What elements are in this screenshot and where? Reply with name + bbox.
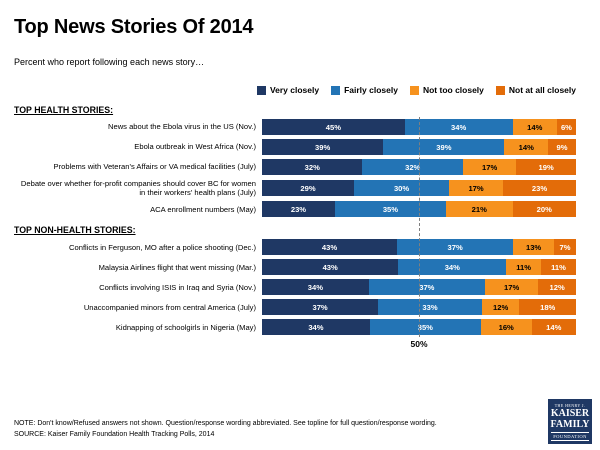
bar-segment: 45% <box>262 119 405 135</box>
stacked-bar: 29% 30% 17% 23% <box>262 180 576 197</box>
legend-label: Not too closely <box>422 85 484 95</box>
row-label: Unaccompanied minors from central Americ… <box>83 302 256 312</box>
legend: Very closely Fairly closely Not too closel… <box>14 85 576 95</box>
bar-segment: 6% <box>556 119 576 135</box>
chart-subtitle: Percent who report following each news s… <box>14 57 205 67</box>
chart-row: Malaysia Airlines flight that went missi… <box>14 259 576 276</box>
chart-row: ACA enrollment numbers (May) 23% 35% 21% 20% <box>14 201 576 218</box>
kff-logo: THE HENRY J. KAISER FAMILY FOUNDATION <box>548 399 592 444</box>
reference-line-50pct <box>419 117 420 338</box>
row-label: Malaysia Airlines flight that went missi… <box>98 262 256 272</box>
footnotes: NOTE: Don't know/Refused answers not sho… <box>14 419 534 440</box>
bar-segment: 43% <box>262 259 399 276</box>
stacked-bar-chart: TOP HEALTH STORIES: News about the Ebola … <box>14 105 576 349</box>
bar-segment: 13% <box>513 239 554 256</box>
logo-text-henry: THE HENRY J. <box>554 403 586 408</box>
reference-line-label: 50% <box>410 339 428 350</box>
chart-row: Problems with Veteran's Affairs or VA me… <box>14 159 576 175</box>
chart-row: Ebola outbreak in West Africa (Nov.) 39% 3… <box>14 139 576 155</box>
row-label: Problems with Veteran's Affairs or VA me… <box>53 162 256 172</box>
stacked-bar: 32% 32% 17% 19% <box>262 159 576 175</box>
bar-segment: 29% <box>262 180 354 197</box>
bar-segment: 37% <box>262 299 379 316</box>
legend-item: Fairly closely <box>331 85 398 95</box>
chart-row: Unaccompanied minors from central Americ… <box>14 299 576 316</box>
bar-segment: 9% <box>547 139 576 155</box>
bar-segment: 33% <box>378 299 482 316</box>
bar-segment: 39% <box>383 139 505 155</box>
logo-text-kaiser: KAISER <box>550 408 590 419</box>
legend-label: Very closely <box>269 85 320 95</box>
stacked-bar: 43% 34% 11% 11% <box>262 259 576 276</box>
bar-segment: 34% <box>398 259 507 276</box>
bar-segment: 34% <box>262 279 369 296</box>
bar-segment: 11% <box>541 259 576 276</box>
bar-segment: 35% <box>334 201 446 218</box>
row-label: Conflicts involving ISIS in Iraq and Syr… <box>99 282 256 292</box>
bar-segment: 37% <box>397 239 514 256</box>
chart-row: Conflicts involving ISIS in Iraq and Syr… <box>14 279 576 296</box>
bar-segment: 12% <box>481 299 520 316</box>
row-label: Debate over whether for-profit companies… <box>20 179 256 198</box>
chart-row: Kidnapping of schoolgirls in Nigeria (Ma… <box>14 319 576 336</box>
stacked-bar: 45% 34% 14% 6% <box>262 119 576 135</box>
section-header: TOP NON-HEALTH STORIES: <box>14 225 136 236</box>
row-label: ACA enrollment numbers (May) <box>150 204 256 214</box>
bar-segment: 32% <box>362 159 463 175</box>
chart-row: Debate over whether for-profit companies… <box>14 179 576 197</box>
stacked-bar: 39% 39% 14% 9% <box>262 139 576 155</box>
bar-segment: 23% <box>262 201 335 218</box>
legend-item: Not too closely <box>409 85 484 95</box>
bar-segment: 43% <box>262 239 398 256</box>
bar-segment: 7% <box>554 239 576 256</box>
bar-segment: 34% <box>404 119 513 135</box>
row-label: Kidnapping of schoolgirls in Nigeria (Ma… <box>115 322 256 332</box>
bar-segment: 18% <box>519 299 576 316</box>
bar-segment: 34% <box>262 319 370 336</box>
stacked-bar: 34% 37% 17% 12% <box>262 279 576 296</box>
legend-label: Fairly closely <box>344 85 398 95</box>
bar-segment: 16% <box>480 319 532 336</box>
page-title: Top News Stories Of 2014 <box>14 16 254 38</box>
legend-item: Not at all closely <box>495 85 576 95</box>
bar-segment: 11% <box>506 259 542 276</box>
bar-segment: 32% <box>262 159 363 175</box>
stacked-bar: 37% 33% 12% 18% <box>262 299 576 316</box>
chart-row: News about the Ebola virus in the US (No… <box>14 119 576 135</box>
source-line: SOURCE: Kaiser Family Foundation Health … <box>14 430 215 438</box>
bar-segment: 17% <box>462 159 517 175</box>
row-label: Ebola outbreak in West Africa (Nov.) <box>134 142 256 152</box>
stacked-bar: 23% 35% 21% 20% <box>262 201 576 218</box>
legend-item: Very closely <box>256 85 320 95</box>
bar-segment: 35% <box>369 319 481 336</box>
bar-segment: 20% <box>512 201 576 218</box>
bar-segment: 14% <box>504 139 548 155</box>
bar-segment: 14% <box>512 119 557 135</box>
bar-segment: 21% <box>445 201 513 218</box>
bar-segment: 30% <box>353 180 450 197</box>
legend-swatch <box>256 85 266 95</box>
bar-segment: 19% <box>516 159 576 175</box>
row-label: Conflicts in Ferguson, MO after a police… <box>69 242 256 252</box>
legend-label: Not at all closely <box>508 85 576 95</box>
bar-segment: 37% <box>368 279 485 296</box>
logo-text-family: FAMILY <box>550 418 590 430</box>
stacked-bar: 43% 37% 13% 7% <box>262 239 576 256</box>
legend-swatch <box>409 85 419 95</box>
bar-segment: 14% <box>531 319 576 336</box>
section-header: TOP HEALTH STORIES: <box>14 105 114 115</box>
bar-segment: 17% <box>484 279 539 296</box>
bar-segment: 17% <box>449 180 504 197</box>
chart-row: Conflicts in Ferguson, MO after a police… <box>14 239 576 256</box>
legend-swatch <box>495 85 505 95</box>
bar-segment: 39% <box>262 139 384 155</box>
legend-swatch <box>331 85 341 95</box>
stacked-bar: 34% 35% 16% 14% <box>262 319 576 336</box>
bar-segment: 12% <box>538 279 576 296</box>
note-line: NOTE: Don't know/Refused answers not sho… <box>14 420 437 427</box>
logo-text-foundation: FOUNDATION <box>551 432 589 441</box>
row-label: News about the Ebola virus in the US (No… <box>107 122 256 132</box>
bar-segment: 23% <box>503 180 576 197</box>
